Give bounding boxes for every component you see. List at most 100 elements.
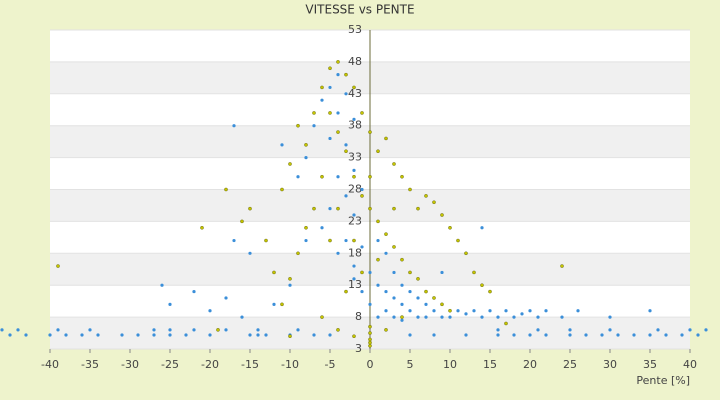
scatter-point [312, 111, 316, 115]
scatter-point [120, 333, 124, 337]
y-tick-label: 3 [355, 342, 362, 355]
scatter-point [696, 333, 700, 337]
scatter-point [352, 213, 356, 217]
scatter-point [608, 315, 612, 319]
scatter-point [320, 85, 324, 90]
y-tick-label: 28 [348, 183, 362, 196]
scatter-point [360, 245, 364, 249]
x-tick-label: -25 [161, 358, 179, 371]
scatter-point [400, 315, 404, 319]
y-tick-label: 38 [348, 119, 362, 132]
scatter-point [280, 187, 284, 192]
scatter-point [352, 238, 356, 243]
scatter-point [192, 328, 196, 332]
scatter-point [368, 302, 372, 306]
scatter-point [400, 318, 404, 322]
scatter-point [616, 333, 620, 337]
y-tick-label: 13 [348, 278, 362, 291]
scatter-point [16, 328, 20, 332]
scatter-point [288, 283, 292, 287]
scatter-point [448, 315, 452, 319]
x-tick-label: 10 [443, 358, 457, 371]
scatter-point [608, 328, 612, 332]
x-tick-label: 35 [643, 358, 657, 371]
scatter-point [400, 174, 404, 179]
scatter-point [656, 328, 660, 332]
y-tick-label: 48 [348, 55, 362, 68]
scatter-point [328, 238, 332, 243]
scatter-point [168, 328, 172, 332]
scatter-point [280, 143, 284, 147]
x-tick-label: 0 [367, 358, 374, 371]
scatter-point [248, 251, 252, 255]
scatter-point [544, 333, 548, 337]
scatter-point [256, 333, 260, 337]
scatter-point [480, 315, 484, 319]
scatter-point [312, 206, 316, 211]
scatter-point [448, 225, 452, 230]
scatter-point [360, 111, 364, 115]
scatter-point [136, 333, 140, 337]
scatter-point [448, 308, 452, 313]
scatter-point [432, 200, 436, 205]
scatter-point [352, 264, 356, 268]
x-tick-label: -5 [325, 358, 336, 371]
scatter-point [88, 328, 92, 332]
scatter-point [456, 309, 460, 313]
y-tick-label: 18 [348, 246, 362, 259]
scatter-point [528, 333, 532, 337]
scatter-point [272, 270, 276, 275]
scatter-point [400, 302, 404, 306]
scatter-point [488, 309, 492, 313]
scatter-point [80, 333, 84, 337]
scatter-point [336, 175, 340, 179]
scatter-point [8, 333, 12, 337]
scatter-point [504, 321, 508, 326]
scatter-point [480, 283, 484, 288]
scatter-point [320, 226, 324, 230]
scatter-point [232, 238, 236, 243]
scatter-point [432, 333, 436, 337]
scatter-point [384, 136, 388, 141]
y-tick-label: 43 [348, 87, 362, 100]
scatter-point [64, 333, 68, 337]
scatter-point [328, 66, 332, 71]
x-axis-title: Pente [%] [636, 374, 690, 387]
scatter-point [352, 277, 356, 281]
scatter-point [192, 289, 196, 294]
x-tick-label: -35 [81, 358, 99, 371]
scatter-point [536, 315, 540, 319]
scatter-point [368, 344, 372, 348]
scatter-point [392, 162, 396, 166]
scatter-point [376, 283, 380, 287]
scatter-point [304, 225, 308, 230]
y-tick-label: 23 [348, 214, 362, 227]
scatter-point [264, 333, 268, 337]
scatter-point [368, 337, 372, 342]
scatter-point [368, 270, 372, 275]
x-tick-label: -10 [281, 358, 299, 371]
scatter-point [272, 302, 276, 306]
scatter-point [440, 213, 444, 217]
scatter-point [408, 270, 412, 275]
scatter-point [288, 162, 292, 166]
scatter-point [416, 296, 420, 300]
scatter-point [400, 257, 404, 262]
scatter-point [336, 130, 340, 134]
scatter-point [360, 289, 364, 294]
scatter-point [408, 309, 412, 313]
scatter-point [328, 207, 332, 211]
scatter-point [152, 328, 156, 332]
scatter-point [392, 296, 396, 300]
x-tick-label: -15 [241, 358, 259, 371]
scatter-point [336, 206, 340, 211]
scatter-point [464, 333, 468, 337]
scatter-point [376, 219, 380, 224]
scatter-point [456, 238, 460, 243]
scatter-point [344, 194, 348, 198]
scatter-point [432, 309, 436, 313]
scatter-point [296, 123, 300, 128]
scatter-point [184, 333, 188, 337]
x-tick-label: 25 [563, 358, 577, 371]
